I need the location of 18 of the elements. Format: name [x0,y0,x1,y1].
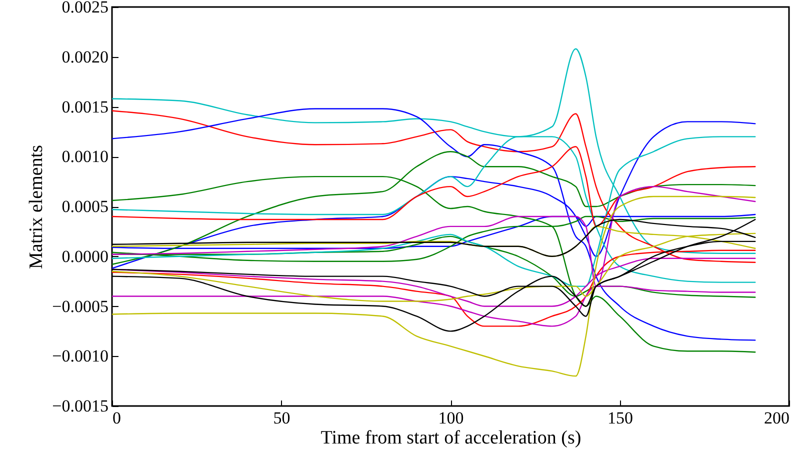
y-tick-label: 0.0020 [62,47,108,66]
y-tick-label: 0.0015 [62,97,108,116]
y-tick-label: −0.0015 [52,396,108,416]
y-tick-label: 0.0005 [62,197,108,216]
y-tick-label: −0.0005 [52,296,108,316]
y-tick-label: −0.0010 [52,346,108,366]
x-tick-label: 0 [112,408,121,428]
line-series [112,108,756,341]
x-axis-title: Time from start of acceleration (s) [320,428,582,448]
line-series [112,196,756,377]
y-axis-title: Matrix elements [26,145,48,269]
y-tick-label: 0.0025 [62,0,108,16]
x-tick-label: 100 [438,408,464,428]
x-tick-label: 50 [273,408,290,428]
y-tick-label: 0.0010 [62,147,108,166]
x-tick-label: 200 [764,408,790,428]
y-tick-label: 0.0000 [62,246,108,266]
x-tick-label: 150 [608,408,633,428]
